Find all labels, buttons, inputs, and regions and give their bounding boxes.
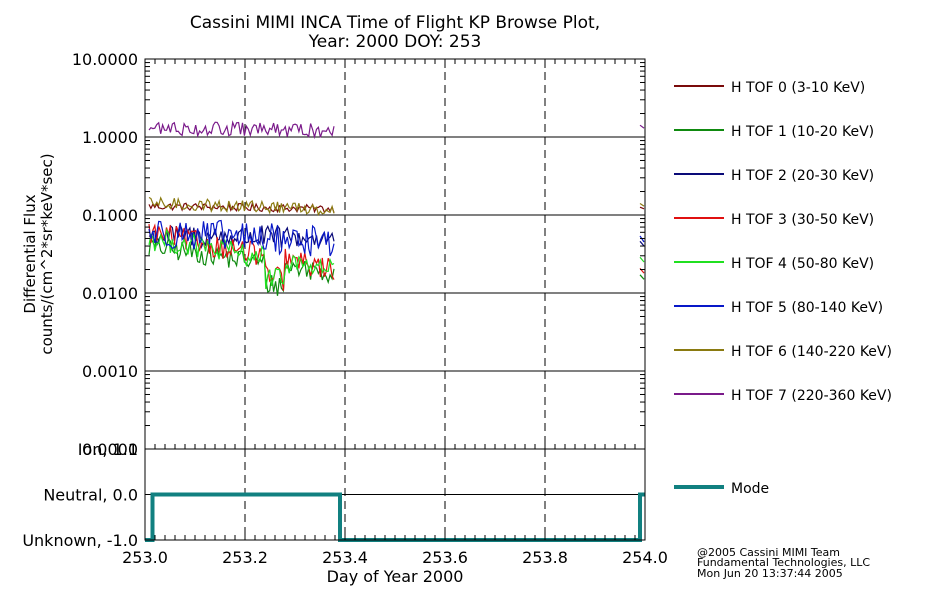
series-tail-h-tof-0-3-10-kev [639,206,645,210]
x-tick-label-254-0: 254.0 [622,548,668,567]
legend-item-h-tof-3-30-50-kev: H TOF 3 (30-50 KeV) [674,212,874,228]
flux-y-tick-label-0-0100: 0.0100 [82,284,138,303]
copyright-line-3: Mon Jun 20 13:37:44 2005 [697,567,843,580]
flux-grid [145,59,645,449]
legend-item-mode: Mode [674,481,769,497]
series-line-mode [145,492,645,542]
flux-series [148,120,645,296]
copyright-line-2: Fundamental Technologies, LLC [697,556,870,569]
mode-y-tick-labels: Ion, 1.0 Neutral, 0.0 Unknown, -1.0 [22,440,138,550]
flux-y-tick-label-1-0000: 1.0000 [82,128,138,147]
series-line-h-tof-5-80-140-kev [148,219,335,257]
series-line-h-tof-4-50-80-kev [148,228,335,290]
series-tail-h-tof-1-10-20-kev [639,274,645,280]
mode-y-tick-label-unknown-1-0: Unknown, -1.0 [22,531,138,550]
flux-y-tick-label-0-1000: 0.1000 [82,206,138,225]
legend-label-h-tof-4-50-80-kev: H TOF 4 (50-80 KeV) [731,256,874,272]
legend-label-h-tof-2-20-30-kev: H TOF 2 (20-30 KeV) [731,168,874,184]
x-axis-label: Day of Year 2000 [327,567,464,586]
flux-panel: 10.0000 1.0000 0.1000 0.0100 0.0010 0.0001 [72,50,646,459]
flux-y-tick-label-0-0010: 0.0010 [82,362,138,381]
series-tail-h-tof-2-20-30-kev [639,240,645,247]
legend-item-h-tof-1-10-20-kev: H TOF 1 (10-20 KeV) [674,124,874,140]
series-tail-h-tof-4-50-80-kev [639,256,645,263]
legend-label-h-tof-3-30-50-kev: H TOF 3 (30-50 KeV) [731,212,874,228]
legend: H TOF 0 (3-10 KeV) H TOF 1 (10-20 KeV) H T… [674,80,892,497]
legend-label-h-tof-5-80-140-kev: H TOF 5 (80-140 KeV) [731,300,883,316]
legend-item-h-tof-0-3-10-kev: H TOF 0 (3-10 KeV) [674,80,865,96]
legend-label-h-tof-1-10-20-kev: H TOF 1 (10-20 KeV) [731,124,874,140]
title-line-2: Year: 2000 DOY: 253 [308,32,482,52]
x-tick-label-253-0: 253.0 [122,548,168,567]
legend-item-h-tof-2-20-30-kev: H TOF 2 (20-30 KeV) [674,168,874,184]
copyright-line-1: @2005 Cassini MIMI Team [697,546,840,559]
mode-y-tick-label-neutral-0-0: Neutral, 0.0 [43,486,138,505]
legend-item-h-tof-4-50-80-kev: H TOF 4 (50-80 KeV) [674,256,874,272]
series-line-h-tof-6-140-220-kev [148,196,335,217]
mode-panel-frame [144,448,646,541]
x-tick-labels: 253.0 253.2 253.4 253.6 253.8 254.0 [122,548,668,567]
flux-y-axis-label-line-1: Differential Flux [21,194,39,313]
legend-label-mode: Mode [731,481,769,497]
legend-label-h-tof-7-220-360-kev: H TOF 7 (220-360 KeV) [731,388,892,404]
series-tail-h-tof-7-220-360-kev [639,124,645,129]
flux-y-axis-label-line-2: counts/(cm^2*sr*keV*sec) [38,153,56,354]
x-tick-label-253-4: 253.4 [322,548,368,567]
legend-item-h-tof-7-220-360-kev: H TOF 7 (220-360 KeV) [674,388,892,404]
legend-label-h-tof-6-140-220-kev: H TOF 6 (140-220 KeV) [731,344,892,360]
x-tick-label-253-6: 253.6 [422,548,468,567]
x-tick-label-253-8: 253.8 [522,548,568,567]
series-tail-h-tof-6-140-220-kev [639,202,645,207]
x-tick-label-253-2: 253.2 [222,548,268,567]
flux-y-tick-label-0-0001: 0.0001 [82,440,138,459]
mode-y-tick-label-ion-1-0: Ion, 1.0 [78,440,138,459]
flux-y-tick-labels: 10.0000 1.0000 0.1000 0.0100 0.0010 0.0001 [72,50,138,459]
series-line-h-tof-3-30-50-kev [148,223,335,291]
legend-item-h-tof-6-140-220-kev: H TOF 6 (140-220 KeV) [674,344,892,360]
flux-ticks [144,59,646,449]
title-line-1: Cassini MIMI INCA Time of Flight KP Brow… [190,13,600,33]
legend-label-h-tof-0-3-10-kev: H TOF 0 (3-10 KeV) [731,80,865,96]
mode-series [145,492,645,542]
mode-ticks [144,531,646,540]
series-line-h-tof-7-220-360-kev [148,120,335,140]
flux-y-tick-label-10-0000: 10.0000 [72,50,138,69]
legend-item-h-tof-5-80-140-kev: H TOF 5 (80-140 KeV) [674,300,883,316]
